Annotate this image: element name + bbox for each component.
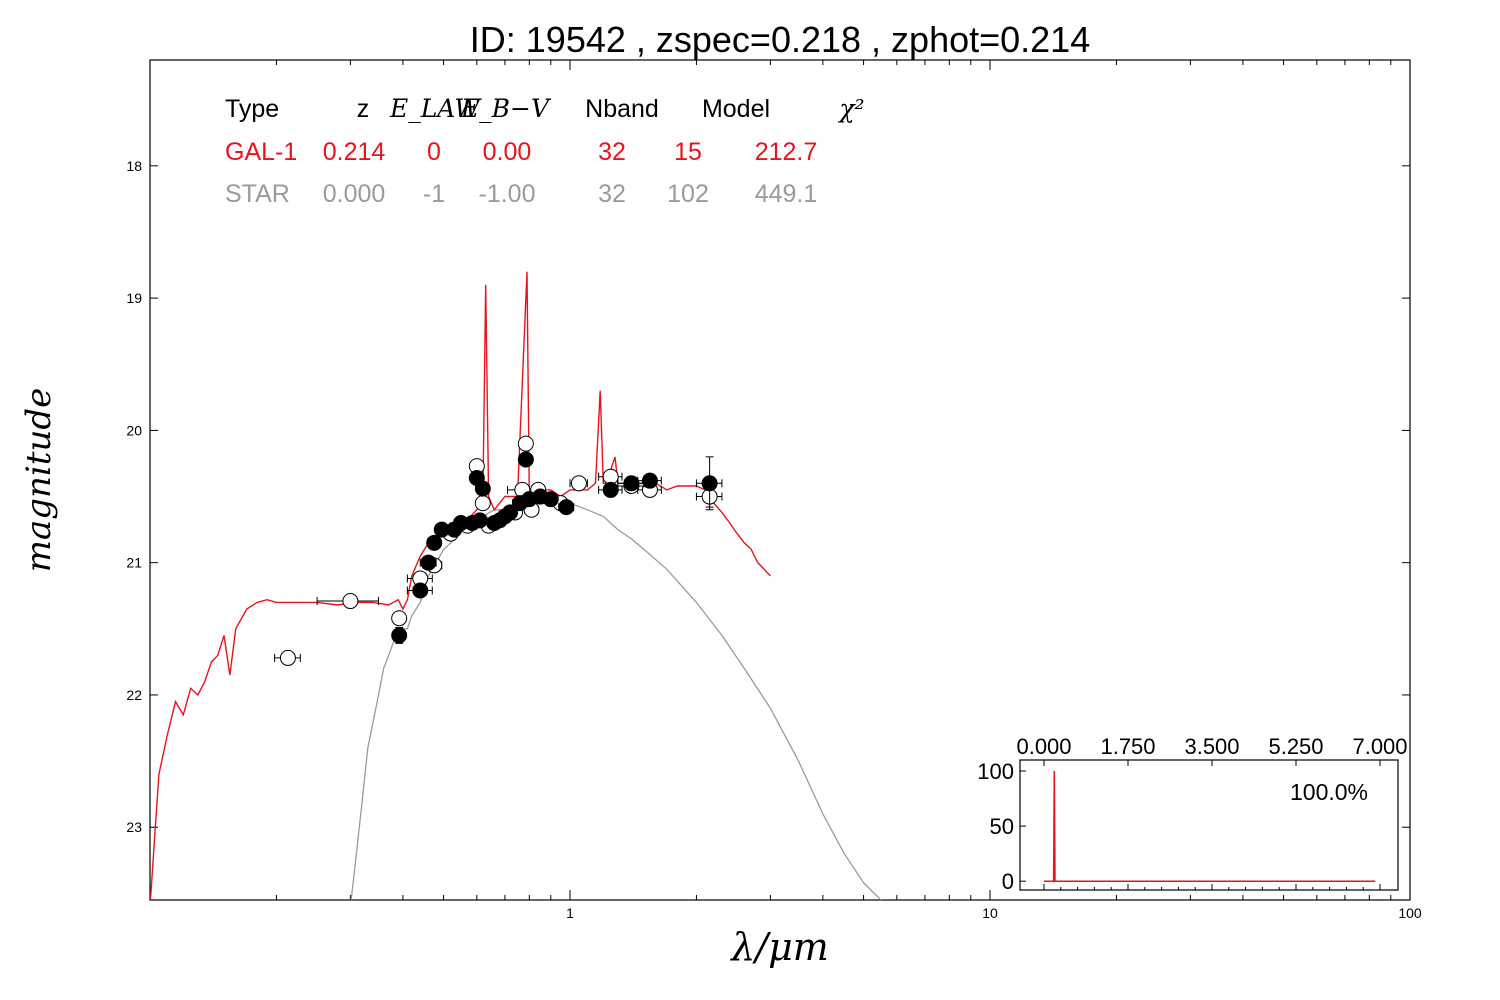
model-point: [474, 495, 491, 512]
table-cell: STAR: [225, 180, 290, 208]
table-cell: 0: [427, 138, 441, 166]
y-tick-label: 18: [126, 158, 142, 174]
model-marker: [474, 495, 491, 512]
table-header: Type: [225, 95, 279, 123]
observed-marker: [602, 481, 619, 498]
y-tick-label: 23: [126, 819, 142, 835]
table-cell: -1.00: [479, 180, 536, 208]
observed-marker: [471, 512, 488, 529]
table-header: z: [357, 95, 370, 123]
model-marker: [570, 475, 587, 492]
inset-y-tick-label: 0: [1002, 869, 1014, 894]
y-tick-label: 19: [126, 290, 142, 306]
table-cell: 449.1: [755, 180, 818, 208]
observed-marker: [517, 451, 534, 468]
inset-y-tick-label: 100: [977, 759, 1014, 784]
table-cell: 15: [674, 138, 702, 166]
figure-title: ID: 19542 , zspec=0.218 , zphot=0.214: [470, 19, 1090, 60]
observed-marker: [474, 480, 491, 497]
observed-marker: [426, 534, 443, 551]
model-marker: [391, 610, 408, 627]
table-cell: 0.214: [323, 138, 386, 166]
inset-x-tick-label: 7.000: [1352, 734, 1407, 759]
inset-x-tick-label: 3.500: [1184, 734, 1239, 759]
observed-marker: [502, 504, 519, 521]
pdz-curve: [1044, 770, 1376, 882]
x-axis-label: λ/μm: [729, 925, 829, 969]
model-marker: [342, 593, 359, 610]
table-cell: GAL-1: [225, 138, 297, 166]
table-header: Nband: [585, 95, 659, 123]
observed-point: [542, 491, 559, 508]
table-header: E_LAW: [389, 94, 482, 123]
model-marker: [517, 435, 534, 452]
table-cell: 0.000: [323, 180, 386, 208]
y-tick-label: 20: [126, 422, 142, 438]
table-cell: 32: [598, 180, 626, 208]
main-plot-frame: [149, 59, 1411, 901]
model-point: [274, 649, 301, 666]
table-cell: 0.00: [483, 138, 532, 166]
observed-point: [391, 626, 408, 644]
model-point: [517, 435, 534, 452]
observed-point: [426, 534, 443, 551]
observed-marker: [623, 475, 640, 492]
y-tick-label: 22: [126, 687, 142, 703]
table-header: χ²: [837, 94, 864, 123]
model-point: [468, 458, 485, 475]
observed-point: [502, 504, 519, 521]
table-header: E_B−V: [460, 94, 552, 123]
inset-pdz: 0.000 1.750 3.500 5.250 7.000 0 50 100 100.0%: [977, 734, 1407, 894]
table-cell: 102: [667, 180, 709, 208]
observed-point: [419, 554, 437, 571]
inset-curve: [1044, 770, 1376, 882]
inset-frame: [1019, 759, 1399, 891]
table-cell: 212.7: [755, 138, 818, 166]
observed-point: [598, 481, 623, 498]
inset-x-tick-label: 1.750: [1100, 734, 1155, 759]
x-tick-label: 1: [566, 905, 574, 921]
model-point: [316, 593, 380, 610]
table-row: STAR 0.000 -1 -1.00 32 102 449.1: [225, 180, 817, 208]
photometry-points: [274, 435, 723, 666]
observed-marker: [412, 582, 429, 599]
model-curves: [150, 271, 883, 900]
galaxy-model-curve: [150, 271, 771, 900]
observed-marker: [641, 472, 658, 489]
y-axis-label: magnitude: [19, 388, 59, 573]
y-tick-label: 21: [126, 555, 142, 571]
inset-annotation: 100.0%: [1290, 779, 1368, 805]
table-header: Model: [702, 95, 770, 123]
observed-point: [637, 472, 662, 489]
inset-ticks: 0.000 1.750 3.500 5.250 7.000 0 50 100: [977, 734, 1407, 894]
table-cell: -1: [423, 180, 445, 208]
inset-y-tick-label: 50: [990, 814, 1014, 839]
observed-marker: [558, 499, 575, 516]
table-cell: 32: [598, 138, 626, 166]
observed-point: [471, 512, 488, 529]
table-row: GAL-1 0.214 0 0.00 32 15 212.7: [225, 138, 817, 166]
observed-marker: [420, 554, 437, 571]
observed-marker: [391, 627, 408, 644]
observed-point: [452, 514, 469, 531]
observed-point: [517, 451, 534, 468]
x-tick-label: 10: [982, 905, 998, 921]
observed-point: [695, 456, 723, 511]
observed-point: [474, 480, 491, 497]
inset-x-tick-label: 5.250: [1268, 734, 1323, 759]
model-point: [569, 475, 588, 492]
model-marker: [279, 649, 296, 666]
model-point: [391, 610, 408, 627]
observed-point: [406, 582, 433, 599]
x-tick-label: 100: [1398, 905, 1422, 921]
inset-x-tick-label: 0.000: [1016, 734, 1071, 759]
observed-marker: [701, 475, 718, 492]
observed-marker: [542, 491, 559, 508]
main-ticks: 1 10 100 18 19 20 21 22 23: [126, 60, 1422, 921]
observed-point: [558, 499, 575, 516]
